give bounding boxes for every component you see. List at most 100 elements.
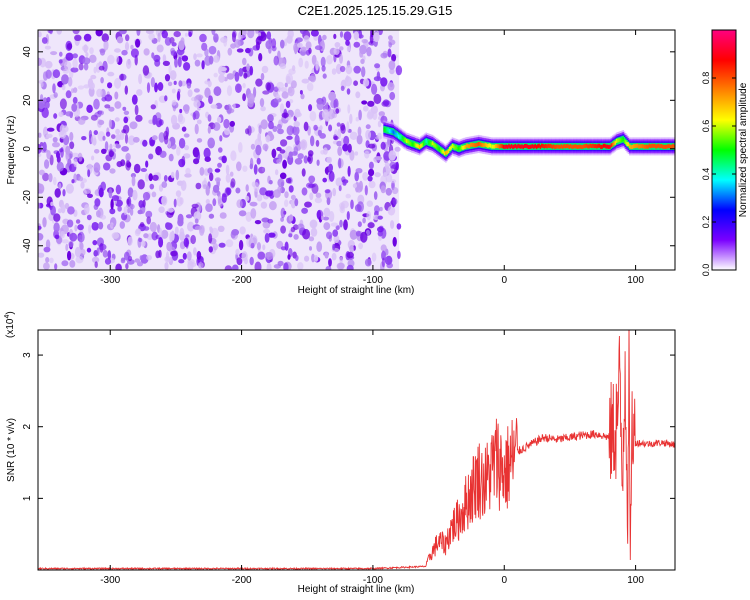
snr-panel: -300 -200 -100 0 100 3 2 1 Height of straight … xyxy=(4,311,676,595)
noise-speckle xyxy=(226,73,235,80)
signal-band-cell xyxy=(467,144,469,149)
noise-speckle xyxy=(295,255,299,261)
noise-speckle xyxy=(154,82,158,93)
noise-speckle xyxy=(204,87,211,98)
noise-speckle xyxy=(217,225,225,232)
noise-speckle xyxy=(38,132,42,138)
noise-speckle xyxy=(354,151,359,156)
noise-speckle xyxy=(319,125,323,131)
noise-speckle xyxy=(268,232,276,238)
colorbar-tick-label: 0.8 xyxy=(701,72,711,85)
noise-speckle xyxy=(109,208,116,215)
noise-speckle xyxy=(158,119,164,126)
signal-band-cell xyxy=(560,144,563,149)
noise-speckle xyxy=(288,233,293,238)
noise-speckle xyxy=(262,90,270,95)
noise-speckle xyxy=(377,215,383,220)
y-tick-label: 3 xyxy=(22,352,33,358)
noise-speckle xyxy=(197,262,204,269)
signal-band-cell xyxy=(571,144,573,149)
colorbar-frame xyxy=(711,29,737,271)
noise-speckle xyxy=(226,187,232,196)
noise-speckle xyxy=(268,121,274,130)
noise-speckle xyxy=(111,232,120,240)
noise-speckle xyxy=(326,197,331,206)
noise-speckle xyxy=(339,65,346,73)
noise-speckle xyxy=(49,257,54,264)
noise-speckle xyxy=(121,49,128,56)
noise-speckle xyxy=(162,60,170,66)
noise-speckle xyxy=(170,143,177,150)
signal-band-cell xyxy=(425,138,427,143)
noise-speckle xyxy=(119,30,127,35)
signal-band-cell xyxy=(509,145,511,149)
noise-speckle xyxy=(324,252,329,259)
noise-speckle xyxy=(42,71,48,81)
noise-speckle xyxy=(391,187,399,195)
signal-band-cell xyxy=(470,142,472,147)
noise-speckle xyxy=(388,42,393,48)
noise-speckle xyxy=(219,135,223,142)
signal-band-cell xyxy=(463,145,465,150)
noise-speckle xyxy=(53,113,58,119)
noise-speckle xyxy=(71,103,78,112)
noise-speckle xyxy=(335,63,342,75)
noise-speckle xyxy=(119,221,126,229)
noise-speckle xyxy=(341,200,349,209)
signal-band-cell xyxy=(446,150,448,155)
noise-speckle xyxy=(85,52,89,58)
noise-speckle xyxy=(229,171,234,177)
noise-speckle xyxy=(170,114,178,126)
noise-speckle xyxy=(383,172,388,177)
noise-speckle xyxy=(392,198,398,206)
signal-band-cell xyxy=(597,143,599,148)
noise-speckle xyxy=(238,210,247,217)
noise-speckle xyxy=(313,124,318,131)
noise-speckle xyxy=(56,161,64,172)
noise-speckle xyxy=(136,89,143,96)
noise-speckle xyxy=(260,72,265,81)
signal-band-cell xyxy=(545,144,547,148)
signal-band-cell xyxy=(471,142,473,147)
noise-speckle xyxy=(77,117,86,125)
noise-speckle xyxy=(265,40,273,50)
noise-speckle xyxy=(256,157,261,165)
noise-speckle xyxy=(186,251,192,261)
noise-speckle xyxy=(116,161,123,168)
noise-speckle xyxy=(89,82,95,90)
svg-text:(x104): (x104) xyxy=(4,311,16,338)
noise-speckle xyxy=(299,90,303,95)
noise-speckle xyxy=(310,30,319,37)
noise-speckle xyxy=(288,68,296,75)
noise-speckle xyxy=(156,44,164,53)
noise-speckle xyxy=(238,239,244,251)
noise-speckle xyxy=(280,225,286,234)
noise-speckle xyxy=(390,220,395,229)
noise-speckle xyxy=(179,108,183,114)
noise-speckle xyxy=(373,76,382,82)
noise-speckle xyxy=(288,185,294,193)
x-tick-label: 100 xyxy=(627,275,644,286)
noise-speckle xyxy=(199,167,205,176)
signal-band-cell xyxy=(558,144,560,149)
signal-band-cell xyxy=(430,141,433,146)
noise-speckle xyxy=(328,124,333,132)
noise-speckle xyxy=(239,30,247,39)
noise-speckle xyxy=(322,177,328,183)
noise-speckle xyxy=(56,30,62,35)
noise-speckle xyxy=(104,104,111,109)
colorbar-tick-label: 0.6 xyxy=(701,120,711,133)
noise-speckle xyxy=(72,30,80,35)
signal-band-cell xyxy=(602,143,605,148)
noise-speckle xyxy=(292,125,300,136)
signal-band-cell xyxy=(460,145,463,150)
noise-speckle xyxy=(170,230,175,241)
noise-speckle xyxy=(89,54,97,63)
noise-speckle xyxy=(293,146,298,155)
noise-speckle xyxy=(384,162,391,167)
noise-speckle xyxy=(135,114,143,122)
noise-speckle xyxy=(114,91,119,100)
signal-band-cell xyxy=(516,145,518,150)
y-tick-label: 40 xyxy=(22,46,33,58)
noise-speckle xyxy=(211,30,216,36)
